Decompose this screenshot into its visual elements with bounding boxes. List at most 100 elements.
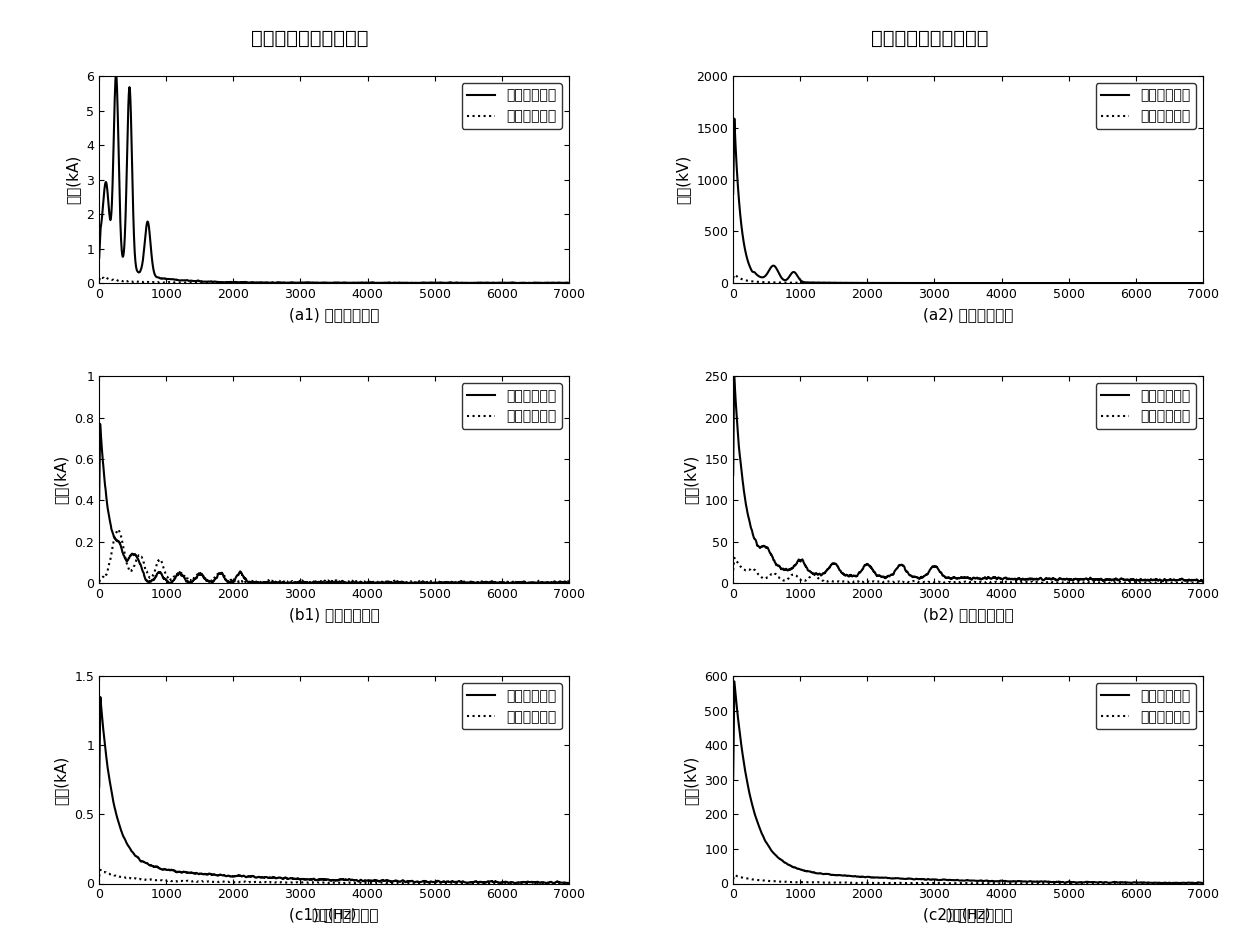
正极电压频谱 [1182, 277, 1197, 289]
正极电压频谱 [750, 541, 765, 552]
正极电压频谱 [1188, 878, 1203, 889]
正极电压频谱 [955, 572, 970, 583]
正极电流频谱 [301, 578, 316, 589]
正极电流频谱 [562, 577, 577, 588]
正极电压频谱 [727, 113, 742, 124]
正极电流频谱 [93, 692, 108, 703]
负极电压频谱 [728, 269, 743, 280]
负极电流频谱 [562, 576, 577, 587]
Line: 正极电压频谱: 正极电压频谱 [733, 681, 1203, 884]
Line: 负极电流频谱: 负极电流频谱 [99, 870, 569, 884]
Y-axis label: 电压(kV): 电压(kV) [683, 755, 699, 805]
负极电流频谱 [92, 576, 107, 587]
负极电流频谱 [548, 277, 563, 289]
负极电压频谱 [725, 564, 740, 576]
正极电流频谱 [117, 549, 131, 560]
Line: 负极电流频谱: 负极电流频谱 [99, 276, 569, 283]
正极电压频谱 [1195, 576, 1210, 587]
负极电压频谱 [750, 567, 765, 579]
正极电流频谱 [308, 277, 322, 289]
负极电流频谱 [308, 877, 322, 888]
负极电流频谱 [548, 577, 563, 588]
Text: (b2) 线路末端故障: (b2) 线路末端故障 [923, 607, 1013, 622]
负极电压频谱 [1182, 277, 1197, 289]
负极电流频谱 [562, 878, 577, 889]
正极电流频谱 [562, 277, 577, 289]
正极电压频谱 [1182, 877, 1197, 888]
负极电压频谱 [750, 276, 765, 288]
负极电流频谱 [548, 878, 563, 889]
正极电压频谱 [727, 675, 742, 687]
负极电压频谱 [750, 874, 765, 885]
X-axis label: 频率(Hz): 频率(Hz) [311, 907, 357, 921]
正极电流频谱 [548, 277, 563, 289]
正极电流频谱 [548, 577, 563, 588]
正极电压频谱 [1182, 575, 1197, 586]
Line: 负极电压频谱: 负极电压频谱 [733, 275, 1203, 283]
Legend: 正极电压频谱, 负极电压频谱: 正极电压频谱, 负极电压频谱 [1096, 683, 1195, 730]
正极电流频谱 [321, 577, 336, 588]
正极电流频谱 [461, 277, 476, 289]
负极电压频谱 [1182, 577, 1197, 588]
负极电流频谱 [320, 877, 335, 888]
正极电压频谱 [725, 188, 740, 200]
正极电流频谱 [520, 277, 534, 289]
Legend: 正极电压频谱, 负极电压频谱: 正极电压频谱, 负极电压频谱 [1096, 383, 1195, 429]
正极电压频谱 [942, 572, 957, 583]
Line: 正极电流频谱: 正极电流频谱 [99, 697, 569, 884]
正极电压频谱 [1096, 575, 1111, 586]
正极电压频谱 [942, 874, 957, 885]
正极电压频谱 [750, 270, 765, 281]
负极电流频谱 [562, 277, 577, 289]
正极电压频谱 [1096, 877, 1111, 888]
负极电流频谱 [117, 542, 131, 553]
正极电流频谱 [93, 418, 108, 429]
负极电流频谱 [308, 277, 322, 289]
正极电压频谱 [1182, 877, 1197, 888]
负极电压频谱 [1145, 578, 1159, 589]
负极电压频谱 [955, 277, 970, 289]
Text: 线路单极故障电流频谱: 线路单极故障电流频谱 [252, 28, 368, 48]
Y-axis label: 电压(kV): 电压(kV) [676, 155, 691, 204]
负极电流频谱 [93, 271, 108, 282]
正极电流频谱 [548, 576, 563, 587]
负极电压频谱 [1096, 277, 1111, 289]
正极电流频谱 [461, 877, 476, 888]
正极电流频谱 [92, 494, 107, 505]
负极电流频谱 [112, 523, 126, 535]
负极电压频谱 [1195, 878, 1210, 889]
负极电流频谱 [92, 275, 107, 286]
Text: (c1) 线路区外故障: (c1) 线路区外故障 [289, 907, 378, 922]
正极电压频谱 [725, 773, 740, 785]
正极电压频谱 [727, 369, 742, 380]
负极电压频谱 [725, 273, 740, 284]
Y-axis label: 电压(kV): 电压(kV) [684, 455, 699, 504]
Legend: 正极电压频谱, 负极电压频谱: 正极电压频谱, 负极电压频谱 [1096, 83, 1195, 129]
Y-axis label: 电流(kA): 电流(kA) [66, 155, 81, 204]
负极电流频谱 [93, 864, 108, 876]
正极电压频谱 [955, 277, 970, 289]
负极电流频谱 [320, 277, 335, 289]
正极电压频谱 [1195, 277, 1210, 289]
负极电流频谱 [463, 277, 477, 289]
正极电压频谱 [1195, 878, 1210, 889]
正极电压频谱 [942, 277, 957, 289]
负极电流频谱 [461, 877, 476, 888]
负极电压频谱 [1182, 277, 1197, 289]
Text: (a1) 线路首端故障: (a1) 线路首端故障 [289, 307, 379, 322]
负极电流频谱 [117, 871, 131, 883]
正极电流频谱 [562, 878, 577, 889]
负极电流频谱 [548, 577, 563, 588]
负极电压频谱 [1096, 878, 1111, 889]
负极电流频谱 [453, 578, 467, 589]
正极电压频谱 [725, 469, 740, 481]
正极电流频谱 [320, 277, 335, 289]
Line: 负极电流频谱: 负极电流频谱 [99, 529, 569, 583]
正极电流频谱 [548, 877, 563, 888]
正极电流频谱 [117, 830, 131, 842]
负极电流频谱 [117, 276, 131, 287]
正极电流频谱 [117, 250, 131, 261]
正极电流频谱 [548, 877, 563, 888]
Text: (c2) 线路区外故障: (c2) 线路区外故障 [924, 907, 1013, 922]
负极电流频谱 [433, 277, 448, 289]
